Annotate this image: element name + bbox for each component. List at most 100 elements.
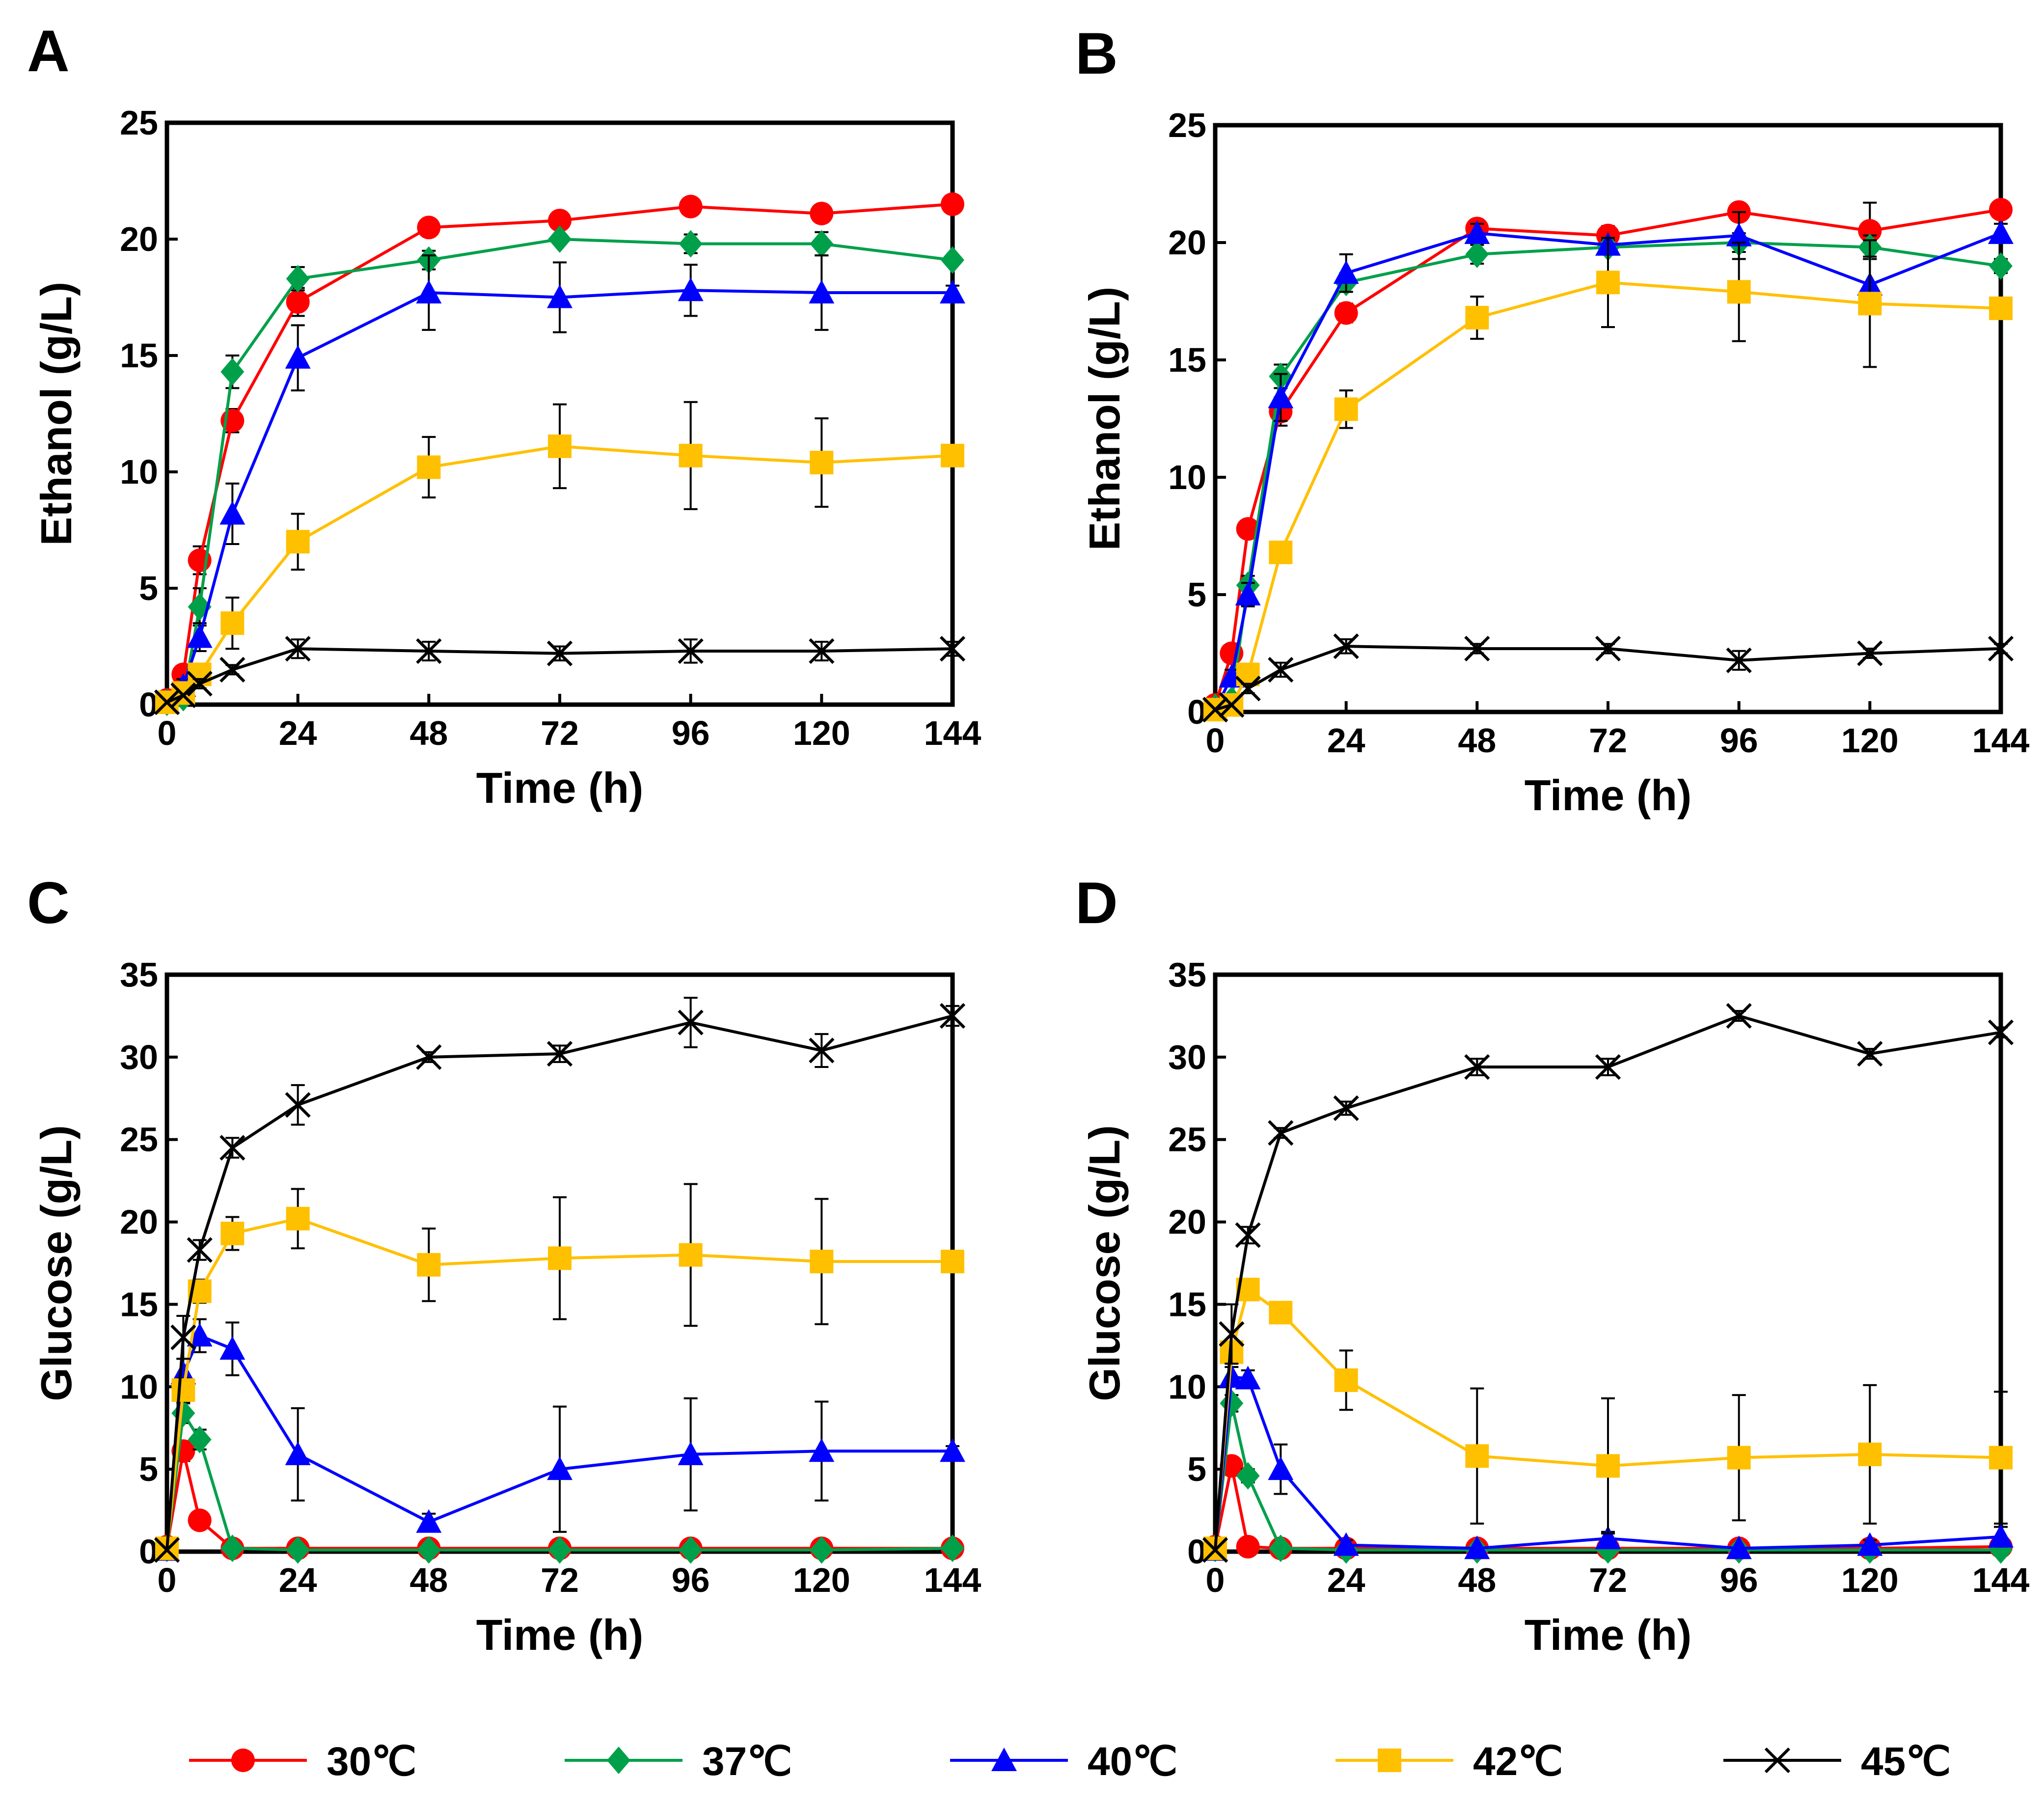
data-point-b-40-48 <box>1464 220 1490 244</box>
x-axis-title-c: Time (h) <box>476 1611 644 1659</box>
data-point-a-40-48 <box>416 280 442 304</box>
data-point-a-40-96 <box>678 277 704 301</box>
data-point-a-40-72 <box>547 284 572 308</box>
data-point-c-37-144 <box>941 1534 964 1562</box>
series-line-a-30 <box>165 202 953 701</box>
data-point-b-37-144 <box>1989 252 2013 280</box>
series-line-c-40 <box>165 1334 953 1550</box>
data-point-b-42-24 <box>1334 397 1358 421</box>
x-tick-label-d-24: 24 <box>1327 1561 1365 1599</box>
x-tick-label-b-120: 120 <box>1841 721 1899 760</box>
x-tick-label-b-72: 72 <box>1589 721 1627 760</box>
legend-entry-30: 30℃ <box>189 1739 416 1784</box>
x-tick-label-c-24: 24 <box>279 1561 317 1599</box>
series-line-b-40 <box>1214 231 2002 711</box>
legend-label-42: 42℃ <box>1473 1739 1563 1784</box>
series-line-c-37 <box>165 1409 953 1552</box>
series-line-d-40 <box>1214 1375 2001 1550</box>
data-point-c-42-48 <box>417 1253 441 1277</box>
data-point-a-30-24 <box>286 290 310 314</box>
y-axis-title-b: Ethanol (g/L) <box>1080 287 1129 551</box>
data-point-d-37-12 <box>1269 1534 1293 1562</box>
data-point-c-45-24 <box>285 1092 311 1118</box>
data-point-c-45-144 <box>939 1003 966 1029</box>
series-d-45 <box>1202 1003 2014 1563</box>
y-tick-label-d-35: 35 <box>1168 956 1206 994</box>
data-point-d-45-72 <box>1595 1054 1621 1080</box>
data-point-c-40-48 <box>416 1509 442 1533</box>
legend-label-30: 30℃ <box>327 1739 416 1784</box>
y-tick-label-d-15: 15 <box>1168 1285 1206 1323</box>
data-point-d-42-72 <box>1596 1454 1620 1478</box>
series-line-b-42 <box>1215 281 2001 711</box>
series-line-b-30 <box>1214 208 2001 706</box>
y-tick-label-a-20: 20 <box>120 220 158 258</box>
data-point-b-42-12 <box>1269 540 1293 564</box>
data-point-c-42-96 <box>679 1243 703 1267</box>
data-point-c-40-120 <box>809 1438 835 1462</box>
x-tick-label-d-120: 120 <box>1841 1561 1899 1599</box>
data-point-c-40-24 <box>285 1441 311 1465</box>
data-point-a-45-96 <box>678 638 704 664</box>
data-point-d-45-24 <box>1333 1095 1359 1121</box>
data-point-a-37-12 <box>220 358 245 386</box>
data-point-b-30-120 <box>1858 219 1882 243</box>
data-point-c-30-6 <box>188 1508 212 1532</box>
x-tick-label-d-48: 48 <box>1458 1561 1496 1599</box>
y-tick-label-c-30: 30 <box>120 1038 158 1076</box>
x-tick-label-a-48: 48 <box>409 714 448 752</box>
data-point-c-45-120 <box>809 1038 835 1064</box>
data-point-d-45-144 <box>1988 1019 2014 1045</box>
series-line-c-30 <box>165 1450 953 1550</box>
legend-marker-42 <box>1378 1749 1401 1772</box>
x-tick-label-d-144: 144 <box>1972 1561 2030 1599</box>
data-point-b-45-144 <box>1988 635 2014 662</box>
data-point-b-45-24 <box>1333 633 1359 659</box>
x-tick-label-a-144: 144 <box>924 714 981 752</box>
data-point-d-45-96 <box>1726 1003 1752 1029</box>
y-tick-label-a-5: 5 <box>139 569 158 607</box>
data-point-c-45-3 <box>170 1324 196 1350</box>
data-point-b-45-12 <box>1268 656 1294 683</box>
x-tick-label-b-48: 48 <box>1458 721 1496 760</box>
data-point-a-42-120 <box>810 451 834 475</box>
panel-letter-a: A <box>27 18 70 84</box>
data-point-b-42-120 <box>1858 292 1882 316</box>
data-point-d-40-6 <box>1235 1366 1261 1390</box>
x-tick-label-a-72: 72 <box>541 714 579 752</box>
data-point-c-42-12 <box>220 1222 245 1246</box>
series-a-40 <box>154 254 965 713</box>
data-point-a-45-48 <box>416 638 442 664</box>
data-point-d-37-3 <box>1220 1389 1244 1417</box>
data-point-c-45-0 <box>154 1537 180 1563</box>
series-line-d-30 <box>1214 1465 2001 1550</box>
legend-entry-42: 42℃ <box>1335 1739 1563 1784</box>
data-point-d-45-120 <box>1857 1041 1883 1067</box>
x-tick-label-d-96: 96 <box>1720 1561 1758 1599</box>
data-point-d-42-120 <box>1858 1442 1882 1466</box>
data-point-b-30-144 <box>1989 198 2013 222</box>
data-point-d-40-72 <box>1595 1526 1621 1550</box>
y-tick-label-b-20: 20 <box>1168 223 1206 262</box>
data-point-c-40-12 <box>219 1336 245 1360</box>
legend-marker-30 <box>231 1749 255 1772</box>
data-point-d-40-3 <box>1219 1364 1245 1388</box>
data-point-a-30-72 <box>548 209 572 233</box>
data-point-a-30-48 <box>417 216 441 240</box>
data-point-d-40-96 <box>1726 1535 1752 1559</box>
data-point-a-37-144 <box>941 246 964 274</box>
x-tick-label-d-0: 0 <box>1206 1561 1225 1599</box>
y-tick-label-c-10: 10 <box>120 1367 158 1406</box>
data-point-b-42-144 <box>1989 296 2013 320</box>
data-point-c-40-96 <box>678 1441 704 1465</box>
legend-marker-40 <box>991 1748 1017 1771</box>
data-point-b-40-144 <box>1988 220 2014 244</box>
data-point-a-45-144 <box>939 636 966 662</box>
x-tick-label-c-48: 48 <box>409 1561 448 1599</box>
data-point-a-45-12 <box>219 656 245 683</box>
data-point-c-37-48 <box>417 1536 441 1564</box>
panel-letter-c: C <box>27 870 70 936</box>
y-axis-title-d: Glucose (g/L) <box>1080 1125 1129 1401</box>
